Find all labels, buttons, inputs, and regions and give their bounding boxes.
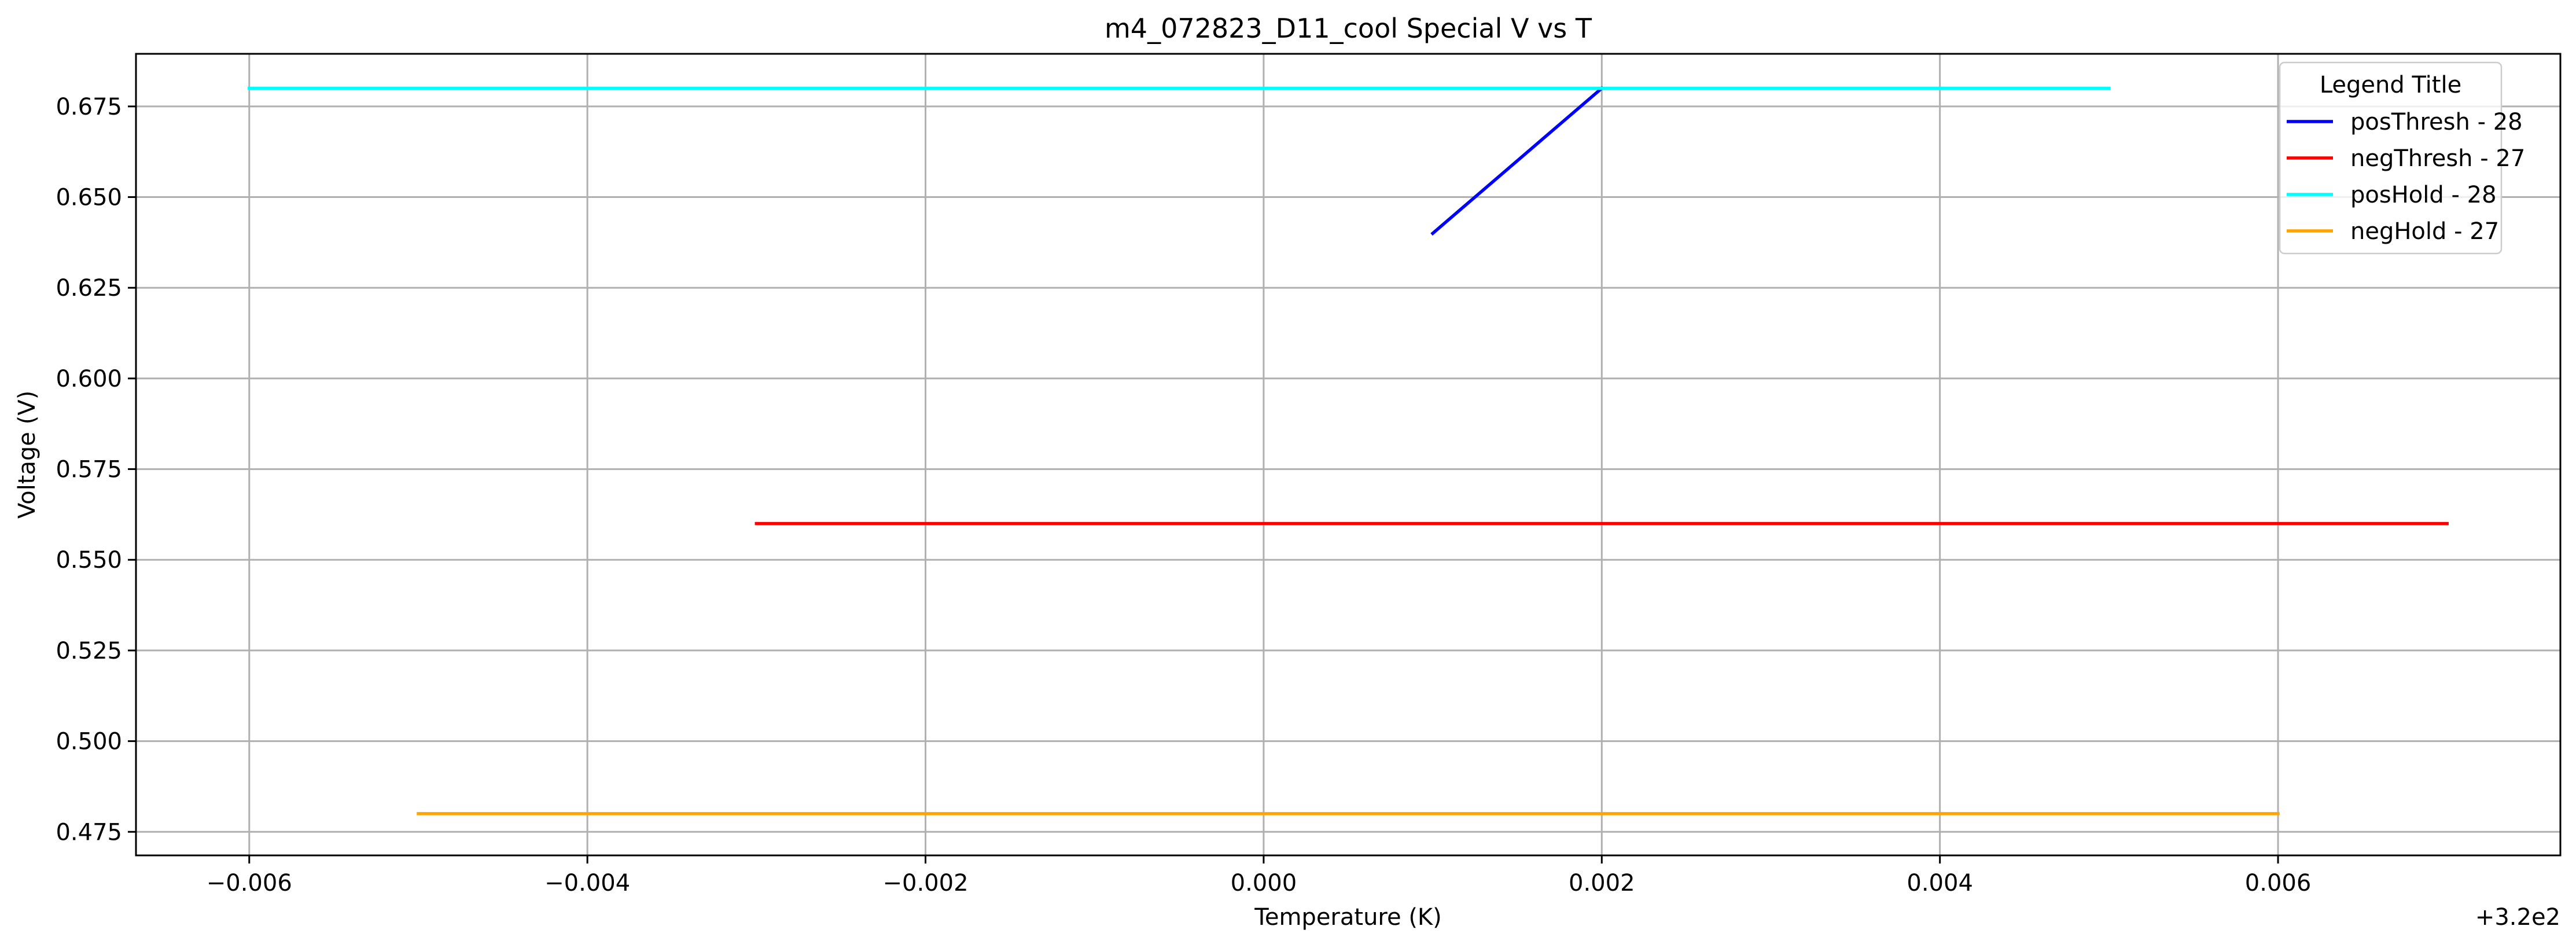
y-tick-label: 0.550: [56, 547, 122, 574]
y-tick-label: 0.625: [56, 275, 122, 302]
x-tick-label: 0.000: [1231, 870, 1297, 896]
legend-label: posThresh - 28: [2350, 109, 2523, 135]
legend-label: posHold - 28: [2350, 182, 2497, 208]
x-tick-label: −0.006: [207, 870, 292, 896]
y-tick-label: 0.650: [56, 185, 122, 211]
x-tick-label: 0.002: [1569, 870, 1635, 896]
tick-marks: [128, 105, 2279, 864]
x-tick-label: −0.004: [544, 870, 630, 896]
y-axis-label: Voltage (V): [14, 391, 41, 519]
grid: [136, 54, 2560, 855]
legend-label: negThresh - 27: [2350, 145, 2525, 172]
legend-entries: posThresh - 28 negThresh - 27 posHold - 28…: [2287, 109, 2525, 245]
legend-box: [2279, 61, 2503, 255]
x-tick-label: 0.006: [2245, 870, 2312, 896]
y-tick-label: 0.575: [56, 457, 122, 483]
x-axis-label: Temperature (K): [1254, 904, 1442, 931]
tick-labels: −0.006 −0.004 −0.002 0.000 0.002 0.004 0.006 0.…: [56, 94, 2311, 896]
chart-title: m4_072823_D11_cool Special V vs T: [1105, 13, 1592, 44]
plot-lines: [248, 86, 2449, 815]
x-tick-label: −0.002: [883, 870, 969, 896]
legend: Legend Title posThresh - 28 negThresh - 2…: [2279, 61, 2525, 255]
legend-title: Legend Title: [2320, 72, 2461, 98]
x-axis-offset-label: +3.2e2: [2475, 904, 2560, 931]
y-tick-label: 0.600: [56, 366, 122, 392]
y-tick-label: 0.500: [56, 729, 122, 755]
y-tick-label: 0.475: [56, 819, 122, 846]
series-line: [1430, 86, 1605, 236]
axes-frame: [135, 53, 2562, 857]
x-tick-label: 0.004: [1907, 870, 1973, 896]
legend-label: negHold - 27: [2350, 218, 2499, 245]
y-tick-label: 0.525: [56, 638, 122, 664]
y-tick-label: 0.675: [56, 94, 122, 120]
